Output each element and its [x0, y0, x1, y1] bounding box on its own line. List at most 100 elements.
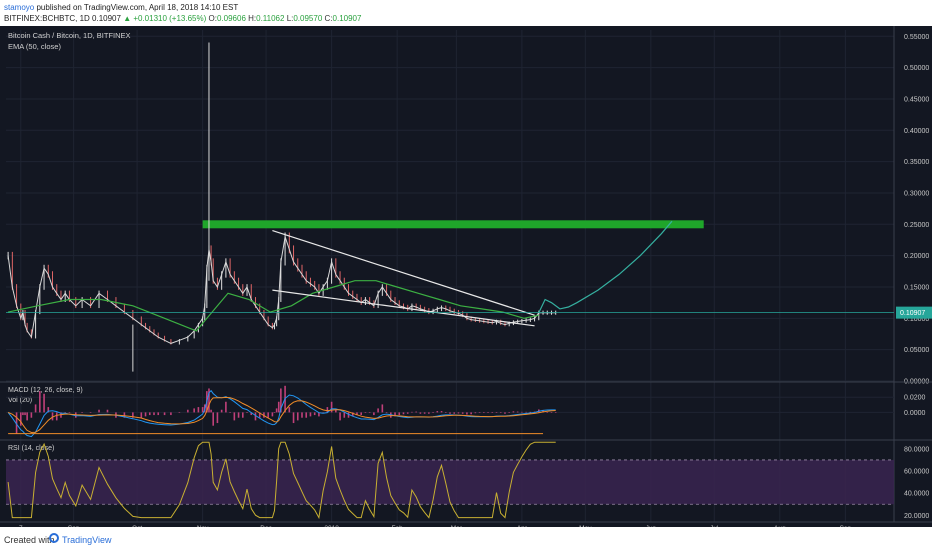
last-price-tag-label: 0.10907: [900, 310, 925, 317]
macd-histogram-bar: [478, 412, 481, 413]
macd-histogram-bar: [30, 412, 33, 418]
macd-histogram-bar: [123, 412, 126, 418]
macd-histogram-bar: [521, 411, 523, 413]
close-label: C:: [324, 14, 333, 23]
symbol-line: BITFINEX:BCHBTC, 1D 0.10907 ▲ +0.01310 (…: [4, 14, 361, 23]
macd-histogram-bar: [178, 412, 181, 413]
macd-histogram-bar: [339, 412, 341, 421]
macd-histogram-bar: [318, 412, 320, 417]
macd-histogram-bar: [512, 411, 515, 413]
macd-histogram-bar: [301, 412, 303, 418]
macd-histogram-bar: [457, 412, 460, 414]
low-value: 0.09570: [293, 14, 323, 23]
time-tick-label: Jun: [646, 525, 657, 527]
macd-histogram-bar: [157, 412, 160, 416]
macd-histogram-bar: [423, 412, 426, 414]
ema-line: [7, 280, 539, 332]
macd-histogram-bar: [296, 412, 299, 421]
rsi-label: RSI (14, close): [8, 445, 54, 452]
macd-histogram-bar: [313, 412, 316, 416]
macd-histogram-bar: [381, 404, 384, 413]
macd-histogram-bar: [453, 412, 456, 414]
macd-histogram-bar: [275, 408, 278, 413]
macd-histogram-bar: [550, 412, 553, 413]
macd-histogram-bar: [208, 388, 210, 413]
time-tick-label: Apr: [517, 525, 528, 527]
price-tick-label: 0.30000: [904, 190, 929, 197]
macd-histogram-bar: [385, 412, 388, 413]
time-tick-label: 2018: [324, 525, 339, 527]
macd-histogram-bar: [193, 408, 195, 413]
tradingview-brand-link[interactable]: TradingView: [62, 535, 112, 545]
price-tick-label: 0.10000: [904, 316, 929, 323]
time-tick-label: Nov: [197, 525, 209, 527]
macd-line: [7, 389, 556, 438]
macd-label: MACD (12, 26, close, 9): [8, 387, 83, 394]
macd-histogram-bar: [411, 411, 413, 413]
time-tick-label: May: [579, 525, 592, 527]
high-value: 0.11062: [256, 14, 285, 23]
macd-histogram-bar: [271, 412, 274, 417]
macd-histogram-bar: [220, 409, 223, 413]
macd-histogram-bar: [394, 412, 396, 417]
macd-tick-label: 0.0200: [904, 395, 926, 402]
published-text: published on TradingView.com, April 18, …: [36, 3, 239, 12]
macd-histogram-bar: [250, 412, 253, 416]
macd-histogram-bar: [466, 412, 468, 415]
macd-histogram-bar: [377, 408, 379, 413]
chart-area[interactable]: 0.55000 0.50000 0.45000 0.40000 0.35000 0.300…: [0, 26, 932, 527]
macd-histogram-bar: [309, 412, 312, 417]
signal-line: [7, 396, 556, 434]
vol-label: Vol (20): [8, 397, 32, 404]
macd-histogram-bar: [504, 412, 506, 414]
time-tick-label: Jul: [710, 525, 719, 527]
publish-line: stamoyo published on TradingView.com, Ap…: [4, 3, 238, 12]
macd-histogram-bar: [22, 412, 24, 416]
macd-histogram-bar: [288, 407, 291, 413]
macd-histogram-bar: [546, 412, 549, 413]
macd-histogram-bar: [81, 412, 83, 413]
macd-histogram-bar: [170, 412, 172, 416]
close-value: 0.10907: [332, 14, 362, 23]
macd-histogram-bar: [210, 409, 212, 413]
footer: Created with TradingView: [0, 530, 932, 550]
macd-histogram-bar: [98, 409, 100, 413]
macd-histogram-bar: [20, 412, 22, 426]
macd-histogram-bar: [51, 412, 54, 421]
macd-histogram-bar: [34, 404, 37, 413]
macd-histogram-bar: [201, 407, 204, 413]
rsi-tick-label: 20.0000: [904, 513, 929, 520]
chart-svg[interactable]: 0.55000 0.50000 0.45000 0.40000 0.35000 0.300…: [0, 26, 932, 527]
ema-label: EMA (50, close): [8, 42, 61, 51]
macd-histogram-bar: [335, 409, 337, 413]
publish-header: stamoyo published on TradingView.com, Ap…: [0, 0, 932, 26]
macd-histogram-bar: [24, 412, 26, 416]
macd-histogram-bar: [153, 412, 155, 416]
low-label: L:: [286, 14, 294, 23]
macd-histogram-bar: [491, 412, 494, 413]
macd-histogram-bar: [187, 409, 189, 413]
macd-histogram-bar: [483, 412, 485, 413]
high-label: H:: [248, 14, 257, 23]
macd-histogram-bar: [415, 411, 417, 413]
author-link[interactable]: stamoyo: [4, 3, 35, 12]
time-tick-label: Dec: [260, 525, 272, 527]
price-tick-label: 0.25000: [904, 222, 929, 229]
macd-histogram-bar: [356, 412, 358, 416]
macd-histogram-bar: [529, 411, 532, 413]
price-line: [7, 236, 556, 344]
macd-histogram-bar: [237, 412, 240, 418]
macd-histogram-bar: [347, 412, 350, 418]
macd-histogram-bar: [364, 412, 367, 413]
macd-histogram-bar: [277, 401, 280, 413]
macd-histogram-bar: [26, 412, 28, 421]
macd-histogram-bar: [132, 412, 134, 418]
macd-histogram-bar: [373, 412, 375, 416]
macd-histogram-bar: [106, 409, 109, 413]
last-price-tag: [896, 306, 932, 319]
macd-histogram-bar: [542, 410, 544, 413]
macd-histogram-bar: [343, 412, 346, 418]
macd-histogram-bar: [273, 412, 276, 413]
projection-curve: [538, 220, 673, 313]
created-with-text: Created with: [4, 535, 55, 545]
